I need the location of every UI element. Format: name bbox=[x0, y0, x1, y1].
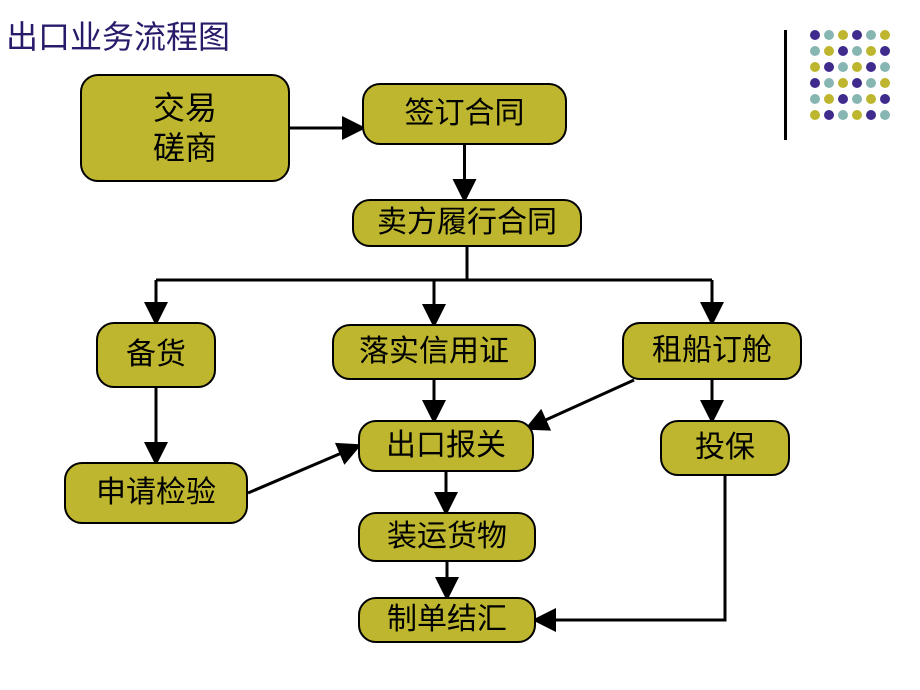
decor-dot bbox=[838, 110, 848, 120]
decor-dot bbox=[838, 62, 848, 72]
decor-dot bbox=[824, 46, 834, 56]
node-perform: 卖方履行合同 bbox=[352, 199, 582, 247]
decor-dot bbox=[880, 94, 890, 104]
node-book: 租船订舱 bbox=[622, 322, 802, 380]
node-prepare: 备货 bbox=[96, 322, 216, 388]
decor-dot bbox=[810, 46, 820, 56]
decor-dot bbox=[838, 30, 848, 40]
decor-dot bbox=[852, 78, 862, 88]
decor-dot bbox=[838, 94, 848, 104]
decor-dot bbox=[866, 78, 876, 88]
node-settle: 制单结汇 bbox=[358, 597, 536, 643]
decor-dot bbox=[880, 46, 890, 56]
decor-dot bbox=[810, 30, 820, 40]
node-ship: 装运货物 bbox=[358, 512, 536, 562]
decor-dot bbox=[852, 62, 862, 72]
node-lc: 落实信用证 bbox=[332, 324, 536, 380]
decor-vline bbox=[784, 30, 787, 140]
decor-dot bbox=[852, 46, 862, 56]
decor-dot bbox=[824, 78, 834, 88]
decor-dot bbox=[880, 30, 890, 40]
node-sign: 签订合同 bbox=[362, 83, 567, 145]
decor-dot bbox=[866, 62, 876, 72]
decor-dot bbox=[866, 94, 876, 104]
decor-dot bbox=[810, 78, 820, 88]
decor-dot bbox=[880, 110, 890, 120]
decor-dot bbox=[824, 30, 834, 40]
decor-dot bbox=[824, 62, 834, 72]
decor-dot bbox=[810, 94, 820, 104]
decor-dot bbox=[852, 94, 862, 104]
node-customs: 出口报关 bbox=[358, 420, 534, 472]
decor-dot bbox=[852, 110, 862, 120]
decor-dot bbox=[824, 94, 834, 104]
decor-dot bbox=[810, 62, 820, 72]
node-insure: 投保 bbox=[660, 420, 790, 476]
decor-dot bbox=[852, 30, 862, 40]
node-inspect: 申请检验 bbox=[64, 462, 248, 524]
diagram-title: 出口业务流程图 bbox=[6, 12, 230, 58]
decor-dot bbox=[824, 110, 834, 120]
decor-dot bbox=[838, 78, 848, 88]
decor-dot bbox=[838, 46, 848, 56]
decor-dot bbox=[880, 78, 890, 88]
decor-dot bbox=[866, 46, 876, 56]
decor-dot bbox=[866, 110, 876, 120]
decor-dot bbox=[880, 62, 890, 72]
decor-dot bbox=[866, 30, 876, 40]
decor-dot bbox=[810, 110, 820, 120]
node-negotiate: 交易 磋商 bbox=[80, 74, 290, 182]
